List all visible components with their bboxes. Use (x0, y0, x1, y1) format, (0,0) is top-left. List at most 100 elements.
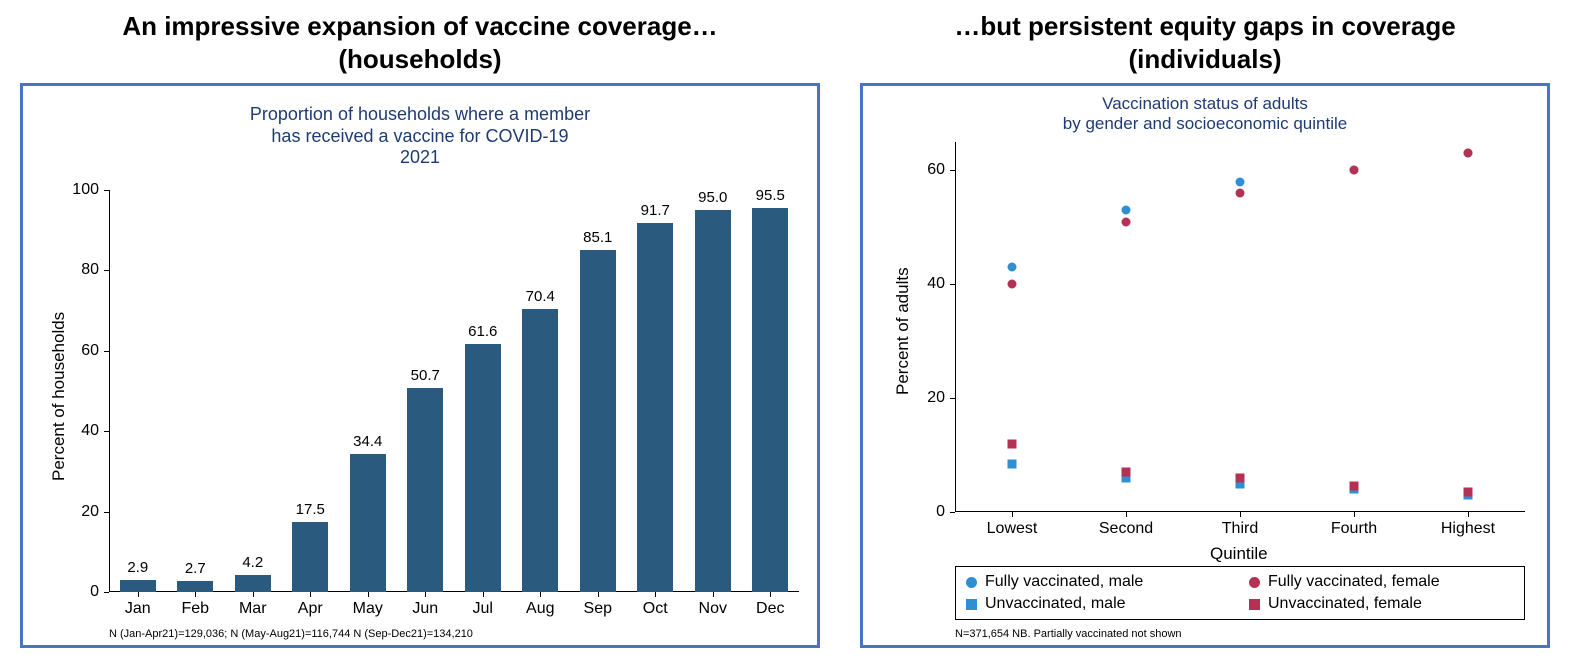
left-x-tick-label: Sep (584, 600, 612, 618)
bar-value-label: 70.4 (526, 288, 555, 305)
scatter-marker (1236, 189, 1245, 198)
scatter-marker (1008, 439, 1017, 448)
legend-item-label: Unvaccinated, male (985, 595, 1126, 613)
left-panel: An impressive expansion of vaccine cover… (20, 10, 820, 648)
left-chart-title: Proportion of households where a member … (23, 104, 817, 169)
legend-marker-icon (966, 577, 977, 588)
scatter-marker (1236, 473, 1245, 482)
scatter-marker (1236, 177, 1245, 186)
left-chart-frame: Proportion of households where a member … (20, 83, 820, 648)
left-y-tick (104, 270, 109, 271)
left-panel-title-line1: An impressive expansion of vaccine cover… (122, 11, 717, 41)
left-x-tick-label: Dec (756, 600, 784, 618)
right-chart-title: Vaccination status of adults by gender a… (863, 94, 1547, 135)
scatter-marker (1122, 217, 1131, 226)
left-x-tick (253, 592, 254, 597)
left-x-tick-label: Nov (699, 600, 727, 618)
scatter-marker (1464, 488, 1473, 497)
left-x-tick (655, 592, 656, 597)
scatter-marker (1122, 206, 1131, 215)
right-y-tick (950, 512, 955, 513)
right-x-axis-label: Quintile (1210, 544, 1268, 564)
left-y-tick (104, 512, 109, 513)
left-x-tick (195, 592, 196, 597)
right-x-tick (1354, 512, 1355, 517)
left-x-tick-label: Jun (412, 600, 438, 618)
bar (292, 522, 328, 592)
legend-marker-icon (1249, 599, 1260, 610)
panels-row: An impressive expansion of vaccine cover… (20, 10, 1564, 648)
bar-value-label: 61.6 (468, 323, 497, 340)
left-footnote: N (Jan-Apr21)=129,036; N (May-Aug21)=116… (109, 628, 473, 640)
scatter-marker (1122, 468, 1131, 477)
bar-value-label: 95.0 (698, 189, 727, 206)
left-y-tick-label: 100 (59, 181, 99, 199)
scatter-marker (1350, 166, 1359, 175)
right-x-tick (1240, 512, 1241, 517)
left-x-tick (598, 592, 599, 597)
right-chart-frame: Vaccination status of adults by gender a… (860, 83, 1550, 648)
legend-marker-icon (966, 599, 977, 610)
right-y-tick (950, 398, 955, 399)
bar (465, 344, 501, 592)
left-y-tick-label: 80 (59, 261, 99, 279)
left-x-tick (425, 592, 426, 597)
legend-item-label: Fully vaccinated, female (1268, 573, 1440, 591)
scatter-marker (1008, 263, 1017, 272)
right-y-tick (950, 170, 955, 171)
right-y-tick-label: 60 (911, 161, 945, 179)
right-panel-title-line2: (individuals) (1128, 44, 1281, 74)
legend-item: Unvaccinated, female (1249, 595, 1514, 613)
bar (637, 223, 673, 592)
bar-value-label: 4.2 (242, 554, 263, 571)
bar-value-label: 2.9 (127, 559, 148, 576)
legend-item: Fully vaccinated, female (1249, 573, 1514, 591)
right-footnote: N=371,654 NB. Partially vaccinated not s… (955, 628, 1182, 640)
legend-item-label: Unvaccinated, female (1268, 595, 1422, 613)
left-y-tick-label: 0 (59, 583, 99, 601)
right-x-tick (1468, 512, 1469, 517)
bar-value-label: 91.7 (641, 202, 670, 219)
right-x-tick-label: Lowest (987, 520, 1038, 538)
right-y-axis-line (955, 142, 956, 512)
left-x-tick-label: Jan (125, 600, 151, 618)
left-panel-title-line2: (households) (338, 44, 501, 74)
left-y-tick-label: 20 (59, 503, 99, 521)
bar-value-label: 34.4 (353, 433, 382, 450)
left-x-tick-label: Apr (298, 600, 323, 618)
bar (235, 575, 271, 592)
left-x-tick (713, 592, 714, 597)
bar-value-label: 2.7 (185, 560, 206, 577)
legend-marker-icon (1249, 577, 1260, 588)
scatter-marker (1350, 482, 1359, 491)
bar (177, 581, 213, 592)
left-y-tick (104, 592, 109, 593)
left-x-tick (368, 592, 369, 597)
right-x-tick-label: Fourth (1331, 520, 1377, 538)
right-panel-title-line1: …but persistent equity gaps in coverage (954, 11, 1455, 41)
right-chart-title-line1: Vaccination status of adults (1102, 94, 1308, 113)
right-legend: Fully vaccinated, male Fully vaccinated, … (955, 566, 1525, 620)
left-x-tick-label: Aug (526, 600, 554, 618)
right-x-tick-label: Highest (1441, 520, 1495, 538)
left-x-tick-label: Feb (181, 600, 209, 618)
left-x-tick-label: Jul (473, 600, 493, 618)
legend-item-label: Fully vaccinated, male (985, 573, 1143, 591)
left-x-tick (540, 592, 541, 597)
right-x-tick (1012, 512, 1013, 517)
right-plot-area: 0204060LowestSecondThirdFourthHighest (955, 142, 1525, 512)
right-panel: …but persistent equity gaps in coverage … (860, 10, 1550, 648)
left-x-tick-label: May (353, 600, 383, 618)
bar-value-label: 17.5 (296, 501, 325, 518)
bar (695, 210, 731, 592)
right-chart-title-line2: by gender and socioeconomic quintile (1063, 114, 1347, 133)
bar-value-label: 95.5 (756, 187, 785, 204)
right-panel-title: …but persistent equity gaps in coverage … (954, 10, 1455, 75)
left-chart-title-line2: has received a vaccine for COVID-19 (271, 126, 568, 146)
right-y-tick (950, 284, 955, 285)
left-x-tick (310, 592, 311, 597)
bar-value-label: 85.1 (583, 229, 612, 246)
left-y-tick (104, 351, 109, 352)
bar (407, 388, 443, 592)
bar (522, 309, 558, 592)
